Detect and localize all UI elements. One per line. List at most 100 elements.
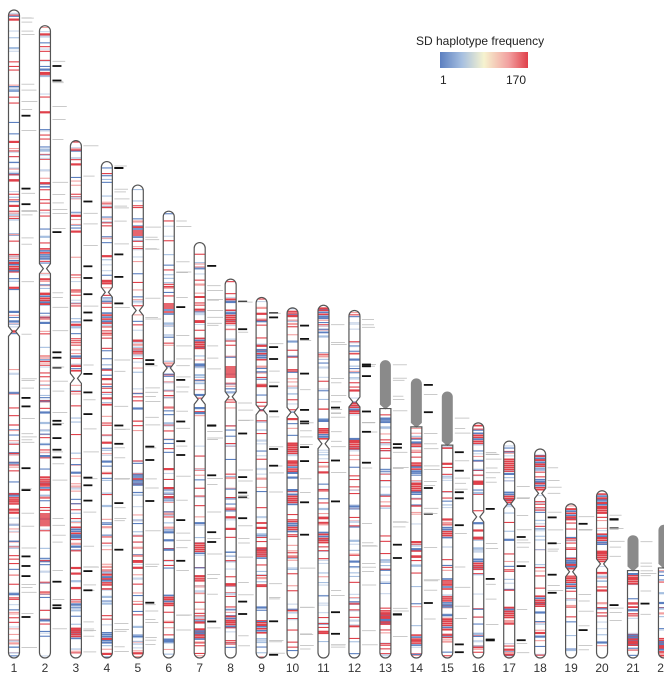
gray-mark bbox=[269, 640, 284, 641]
sd-band bbox=[163, 489, 175, 491]
gray-mark bbox=[114, 188, 128, 190]
sd-band bbox=[256, 526, 268, 529]
sd-band bbox=[287, 534, 299, 536]
gray-mark bbox=[423, 448, 439, 450]
gray-mark bbox=[21, 433, 34, 435]
sd-band bbox=[627, 602, 639, 604]
sd-band bbox=[256, 535, 268, 537]
sd-band bbox=[101, 638, 113, 640]
sd-band bbox=[225, 568, 237, 570]
gray-mark bbox=[578, 610, 594, 612]
sd-band bbox=[101, 636, 113, 638]
sd-band bbox=[565, 557, 577, 560]
sd-band bbox=[318, 355, 329, 358]
sd-band bbox=[70, 509, 82, 511]
sd-band bbox=[194, 652, 206, 654]
black-mark bbox=[361, 461, 371, 464]
black-mark bbox=[52, 65, 62, 67]
gray-mark bbox=[300, 478, 312, 480]
sd-band bbox=[318, 483, 329, 485]
black-mark bbox=[547, 542, 557, 545]
sd-band bbox=[70, 353, 82, 355]
gray-mark bbox=[176, 272, 188, 273]
sd-band bbox=[132, 531, 144, 533]
sd-band bbox=[225, 641, 237, 643]
gray-mark bbox=[423, 618, 436, 620]
gray-mark bbox=[21, 378, 37, 380]
sd-band bbox=[39, 199, 51, 201]
sd-band bbox=[348, 447, 360, 450]
gray-mark bbox=[52, 181, 69, 183]
gray-mark bbox=[21, 647, 38, 648]
sd-band bbox=[8, 655, 20, 657]
sd-band bbox=[163, 303, 175, 305]
gray-mark bbox=[640, 570, 654, 572]
gray-mark bbox=[83, 364, 94, 366]
sd-band bbox=[472, 442, 484, 445]
sd-band bbox=[8, 613, 20, 615]
sd-band bbox=[194, 522, 206, 525]
gray-mark bbox=[392, 379, 405, 381]
sd-band bbox=[194, 397, 206, 399]
sd-band bbox=[132, 462, 144, 464]
sd-band bbox=[39, 596, 51, 598]
gray-mark bbox=[21, 613, 34, 614]
sd-band bbox=[410, 491, 422, 493]
sd-band bbox=[163, 559, 175, 561]
black-mark bbox=[114, 302, 124, 305]
chromosome-label: 20 bbox=[595, 661, 609, 675]
black-mark bbox=[21, 467, 31, 470]
gray-mark bbox=[52, 451, 64, 453]
sd-band bbox=[8, 523, 20, 525]
sd-band bbox=[287, 619, 299, 621]
sd-band bbox=[101, 297, 113, 299]
chromosome-14: 14 bbox=[410, 378, 440, 675]
sd-band bbox=[8, 240, 20, 242]
sd-band bbox=[163, 648, 175, 650]
sd-band bbox=[132, 637, 144, 639]
sd-band bbox=[70, 637, 82, 640]
sd-band bbox=[503, 491, 515, 494]
chromosome-20: 20 bbox=[595, 490, 625, 675]
sd-band bbox=[225, 376, 237, 378]
sd-band bbox=[503, 477, 515, 479]
sd-band bbox=[410, 487, 422, 489]
sd-band bbox=[70, 528, 82, 531]
gray-mark bbox=[485, 481, 497, 483]
sd-band bbox=[101, 387, 113, 389]
sd-band bbox=[627, 579, 639, 581]
sd-band bbox=[256, 626, 268, 628]
sd-band bbox=[101, 518, 113, 520]
sd-band bbox=[39, 380, 51, 382]
sd-band bbox=[101, 299, 113, 301]
sd-band bbox=[194, 296, 206, 298]
sd-band bbox=[441, 622, 453, 625]
sd-band bbox=[39, 252, 51, 254]
sd-band bbox=[101, 242, 113, 244]
sd-band bbox=[39, 357, 51, 359]
sd-band bbox=[8, 626, 20, 628]
sd-band bbox=[256, 401, 268, 403]
sd-band bbox=[410, 462, 422, 464]
sd-band bbox=[441, 519, 453, 521]
sd-band bbox=[596, 536, 608, 538]
sd-band bbox=[70, 485, 82, 487]
gray-mark bbox=[423, 485, 436, 486]
sd-band bbox=[658, 601, 664, 605]
sd-band bbox=[287, 550, 299, 552]
sd-band bbox=[256, 533, 268, 536]
sd-band bbox=[101, 294, 113, 296]
gray-mark bbox=[114, 629, 129, 630]
chromosome-label: 11 bbox=[317, 661, 330, 675]
gray-mark bbox=[114, 428, 131, 430]
sd-band bbox=[565, 577, 577, 579]
sd-band bbox=[225, 509, 237, 511]
sd-band bbox=[410, 465, 422, 467]
sd-band bbox=[8, 430, 20, 432]
sd-band bbox=[132, 248, 144, 250]
gray-mark bbox=[269, 652, 285, 654]
sd-band bbox=[534, 601, 546, 603]
sd-band bbox=[318, 523, 329, 525]
gray-mark bbox=[238, 556, 254, 558]
sd-band bbox=[256, 577, 268, 580]
